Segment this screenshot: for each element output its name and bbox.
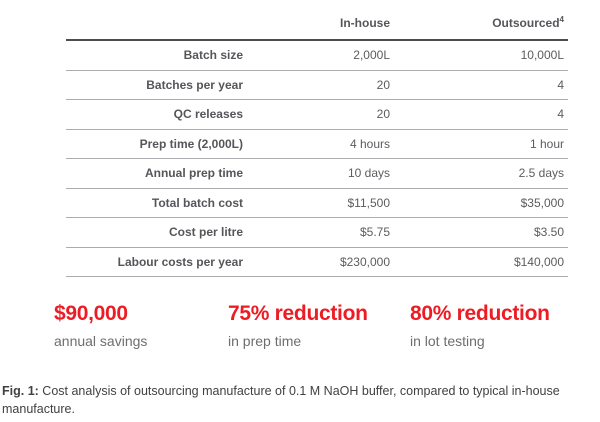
row-label: Batches per year	[146, 77, 243, 92]
table-row-batch-size: Batch size 2,000L 10,000L	[66, 41, 568, 71]
column-header-in-house: In-house	[340, 16, 390, 30]
stat-prep-time-reduction: 75% reduction in prep time	[228, 303, 368, 348]
in-house-value: $5.75	[359, 225, 390, 240]
row-label: Annual prep time	[144, 166, 243, 181]
row-label: QC releases	[173, 107, 243, 122]
stat-value: $90,000	[54, 302, 128, 325]
outsourced-value: 4	[557, 77, 564, 92]
table-row-batches-per-year: Batches per year 20 4	[66, 71, 568, 100]
outsourced-value: 1 hour	[529, 136, 564, 151]
row-label: Labour costs per year	[117, 254, 243, 269]
stat-annual-savings: $90,000 annual savings	[54, 303, 147, 348]
footnote-marker: 4	[559, 15, 564, 24]
stat-caption: in lot testing	[410, 333, 485, 349]
in-house-value: $230,000	[339, 254, 390, 269]
stat-lot-testing-reduction: 80% reduction in lot testing	[410, 303, 550, 348]
figure-caption-text: Cost analysis of outsourcing manufacture…	[2, 384, 560, 416]
outsourced-value: 4	[557, 107, 564, 122]
outsourced-value: $35,000	[520, 195, 564, 210]
table-row-prep-time: Prep time (2,000L) 4 hours 1 hour	[66, 130, 568, 159]
in-house-value: 4 hours	[349, 136, 390, 151]
table-row-total-batch-cost: Total batch cost $11,500 $35,000	[66, 189, 568, 218]
table-row-annual-prep-time: Annual prep time 10 days 2.5 days	[66, 159, 568, 189]
in-house-value: $11,500	[347, 195, 391, 210]
row-label: Cost per litre	[168, 225, 243, 240]
table-row-cost-per-litre: Cost per litre $5.75 $3.50	[66, 218, 568, 248]
figure-caption: Fig. 1: Cost analysis of outsourcing man…	[2, 382, 582, 418]
outsourced-value: $140,000	[513, 254, 564, 269]
in-house-value: 20	[376, 77, 390, 92]
cost-comparison-table: In-house Outsourced4 Batch size 2,000L 1…	[66, 0, 568, 277]
row-label: Prep time (2,000L)	[139, 136, 243, 151]
stat-value: 75% reduction	[228, 302, 368, 325]
in-house-value: 20	[376, 107, 390, 122]
column-header-outsourced: Outsourced4	[390, 15, 568, 31]
stat-caption: in prep time	[228, 333, 302, 349]
outsourced-value: 10,000L	[520, 48, 564, 63]
stat-caption: annual savings	[54, 333, 148, 349]
row-label: Batch size	[183, 48, 243, 63]
table-header-row: In-house Outsourced4	[66, 0, 568, 41]
in-house-value: 2,000L	[353, 48, 390, 63]
column-header-outsourced-label: Outsourced	[492, 16, 560, 30]
figure-caption-prefix: Fig. 1:	[2, 384, 39, 398]
stat-value: 80% reduction	[410, 302, 550, 325]
table-row-qc-releases: QC releases 20 4	[66, 100, 568, 130]
row-label: Total batch cost	[151, 195, 243, 210]
in-house-value: 10 days	[347, 166, 390, 181]
outsourced-value: 2.5 days	[518, 166, 564, 181]
outsourced-value: $3.50	[533, 225, 564, 240]
table-row-labour-costs: Labour costs per year $230,000 $140,000	[66, 248, 568, 277]
